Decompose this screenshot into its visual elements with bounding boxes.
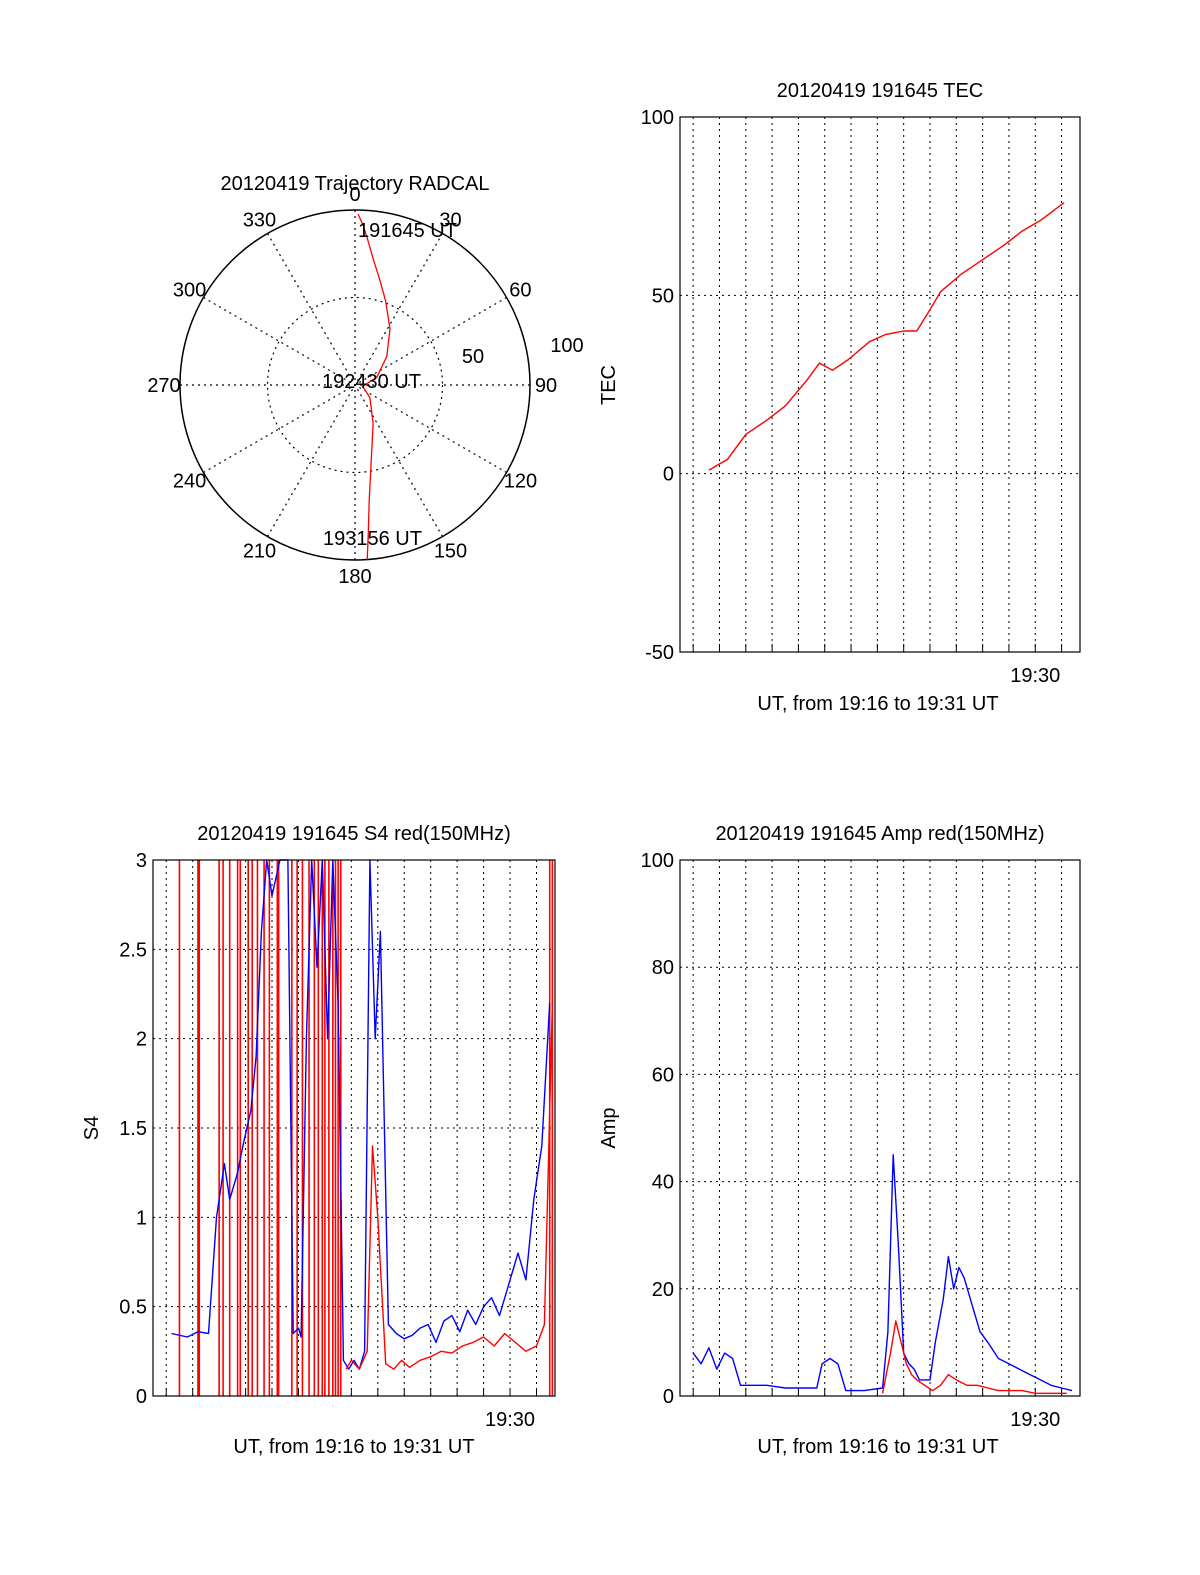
amp-title: 20120419 191645 Amp red(150MHz)	[715, 823, 1044, 845]
tec-plot-frame	[679, 116, 1081, 653]
amp-grid	[680, 859, 1080, 1397]
polar-angle-tick-label: 0	[349, 184, 360, 206]
y-tick-label: 20	[652, 1279, 674, 1301]
tec-chart: 20120419 191645 TEC -50 0 50 100 19:30 UT, …	[598, 80, 1081, 715]
y-tick-label: 100	[641, 850, 674, 872]
series-line	[881, 1320, 1067, 1395]
polar-angle-tick-label: 300	[173, 280, 206, 302]
amp-ylabel: Amp	[598, 1107, 620, 1148]
tec-grid	[680, 116, 1080, 653]
s4-x-ticks: 19:30	[485, 1409, 535, 1431]
polar-trajectory	[357, 213, 391, 560]
tec-ylabel: TEC	[598, 365, 620, 405]
s4-series	[171, 859, 554, 1396]
series-line	[708, 202, 1065, 471]
polar-angle-tick-label: 120	[504, 471, 537, 493]
y-tick-label: 0	[663, 1386, 674, 1408]
y-tick-label: 2.5	[119, 939, 147, 961]
amp-series	[692, 1154, 1073, 1395]
tec-y-ticks: -50 0 50 100	[641, 107, 674, 664]
y-tick-label: 0.5	[119, 1297, 147, 1319]
y-tick-label: 50	[652, 285, 674, 307]
x-tick-label: 19:30	[1010, 1409, 1060, 1431]
y-tick-label: 1.5	[119, 1118, 147, 1140]
s4-ylabel: S4	[81, 1116, 103, 1140]
polar-radial-tick-label: 100	[550, 335, 583, 357]
annotation-start: 191645 UT	[358, 220, 457, 242]
polar-angle-tick-label: 180	[338, 566, 371, 588]
annotation-end: 193156 UT	[323, 528, 422, 550]
series-line	[692, 1154, 1073, 1392]
s4-title: 20120419 191645 S4 red(150MHz)	[197, 823, 511, 845]
x-tick-label: 19:30	[485, 1409, 535, 1431]
y-tick-label: 3	[136, 850, 147, 872]
polar-title: 20120419 Trajectory RADCAL	[220, 173, 489, 195]
amp-x-ticks: 19:30	[1010, 1409, 1060, 1431]
polar-angle-tick-label: 330	[243, 210, 276, 232]
polar-angle-labels: 0 30 60 90 120 150 180 210 240 270 300 330	[147, 184, 557, 588]
series-line	[171, 859, 551, 1370]
polar-grid-circle-50	[266, 296, 444, 474]
polar-angle-tick-label: 210	[243, 540, 276, 562]
s4-y-ticks: 0 0.5 1 1.5 2 2.5 3	[119, 850, 147, 1408]
y-tick-label: 60	[652, 1064, 674, 1086]
polar-radial-tick-label: 50	[462, 346, 484, 368]
polar-radial-labels: 50 100	[462, 335, 584, 368]
s4-chart: 20120419 191645 S4 red(150MHz) 0 0.5 1 1.5 2…	[81, 823, 556, 1458]
polar-grid	[179, 209, 531, 561]
polar-angle-tick-label: 60	[509, 280, 531, 302]
s4-plot-frame	[152, 859, 556, 1397]
y-tick-label: 0	[136, 1386, 147, 1408]
amp-y-ticks: 0 20 40 60 80 100	[641, 850, 674, 1408]
y-tick-label: 80	[652, 957, 674, 979]
x-tick-label: 19:30	[1010, 665, 1060, 687]
series-line	[345, 1002, 554, 1370]
s4-grid	[153, 859, 555, 1397]
y-tick-label: 100	[641, 107, 674, 129]
tec-xlabel: UT, from 19:16 to 19:31 UT	[757, 693, 998, 715]
polar-angle-tick-label: 90	[535, 375, 557, 397]
y-tick-label: 1	[136, 1207, 147, 1229]
y-tick-label: 2	[136, 1029, 147, 1051]
polar-angle-tick-label: 150	[434, 540, 467, 562]
annotation-middle: 192430 UT	[322, 371, 421, 393]
polar-chart: 20120419 Trajectory RADCAL 0 30 60 90 120 150…	[147, 173, 583, 588]
amp-xlabel: UT, from 19:16 to 19:31 UT	[757, 1436, 998, 1458]
y-tick-label: 40	[652, 1172, 674, 1194]
trajectory-line	[357, 213, 391, 560]
polar-grid-spoke	[266, 233, 444, 537]
tec-x-ticks: 19:30	[1010, 665, 1060, 687]
y-tick-label: -50	[645, 642, 674, 664]
amp-chart: 20120419 191645 Amp red(150MHz) 0 20 40 60 8…	[598, 823, 1081, 1458]
tec-series	[708, 202, 1065, 471]
tec-title: 20120419 191645 TEC	[777, 80, 983, 102]
y-tick-label: 0	[663, 464, 674, 486]
polar-angle-tick-label: 270	[147, 375, 180, 397]
s4-xlabel: UT, from 19:16 to 19:31 UT	[233, 1436, 474, 1458]
polar-angle-tick-label: 30	[439, 210, 461, 232]
amp-plot-frame	[679, 859, 1081, 1397]
polar-angle-tick-label: 240	[173, 471, 206, 493]
